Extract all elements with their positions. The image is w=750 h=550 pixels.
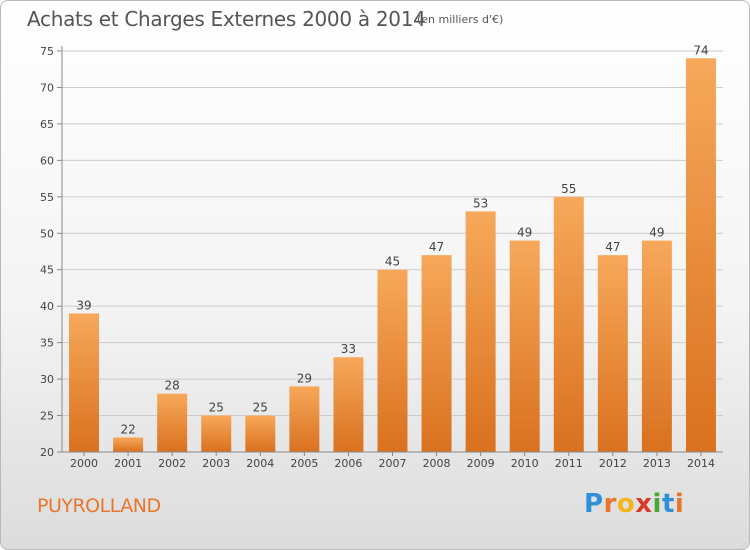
bar-2002 xyxy=(157,393,188,452)
data-label: 28 xyxy=(165,379,180,393)
chart-title: Achats et Charges Externes 2000 à 2014 xyxy=(27,7,426,31)
data-label: 45 xyxy=(385,255,400,269)
bar-2009 xyxy=(465,211,496,452)
x-tick-label: 2000 xyxy=(70,457,98,470)
bars xyxy=(69,58,716,453)
x-tick-label: 2001 xyxy=(114,457,142,470)
data-label: 53 xyxy=(473,196,488,210)
data-label: 33 xyxy=(341,342,356,356)
bar-2006 xyxy=(333,357,364,452)
bar-2004 xyxy=(245,415,276,452)
brand-logo: Proxiti xyxy=(584,489,684,519)
data-label: 55 xyxy=(561,182,576,196)
bar-2010 xyxy=(509,240,540,452)
x-tick-label: 2012 xyxy=(599,457,627,470)
x-tick-label: 2011 xyxy=(555,457,583,470)
data-label: 47 xyxy=(605,240,620,254)
x-tick-label: 2007 xyxy=(379,457,407,470)
brand-letter: i xyxy=(674,489,685,519)
y-tick-label: 60 xyxy=(40,154,54,167)
y-tick-label: 20 xyxy=(40,446,54,459)
data-label: 29 xyxy=(297,371,312,385)
bar-2000 xyxy=(69,313,100,452)
bar-2007 xyxy=(377,269,408,452)
bar-2005 xyxy=(289,386,320,452)
data-label: 47 xyxy=(429,240,444,254)
bar-2008 xyxy=(421,255,452,452)
x-tick-label: 2005 xyxy=(290,457,318,470)
x-tick-label: 2006 xyxy=(334,457,362,470)
x-tick-label: 2009 xyxy=(467,457,495,470)
x-tick-label: 2002 xyxy=(158,457,186,470)
chart-subtitle: (en milliers d'€) xyxy=(417,13,504,26)
y-tick-label: 40 xyxy=(40,300,54,313)
labels: 20 25 30 35 40 45 50 55 60 65 70 75 2000 39 2001 22 2002… xyxy=(40,43,715,470)
x-tick-label: 2008 xyxy=(423,457,451,470)
brand-letter: o xyxy=(616,489,636,519)
data-label: 22 xyxy=(120,422,135,436)
y-tick-label: 50 xyxy=(40,227,54,240)
data-label: 49 xyxy=(649,226,664,240)
y-tick-label: 25 xyxy=(40,410,54,423)
y-tick-label: 55 xyxy=(40,191,54,204)
y-tick-label: 65 xyxy=(40,118,54,131)
place-name: PUYROLLAND xyxy=(37,495,161,517)
bar-2001 xyxy=(113,437,144,452)
brand-letter: t xyxy=(661,489,675,519)
y-tick-label: 30 xyxy=(40,373,54,386)
brand-letter: P xyxy=(584,489,604,519)
x-tick-label: 2014 xyxy=(687,457,715,470)
y-tick-label: 75 xyxy=(40,45,54,58)
data-label: 25 xyxy=(209,401,224,415)
data-label: 39 xyxy=(76,298,91,312)
y-tick-label: 70 xyxy=(40,81,54,94)
bar-2011 xyxy=(553,196,584,452)
data-label: 74 xyxy=(693,43,708,57)
x-tick-label: 2010 xyxy=(511,457,539,470)
bar-2003 xyxy=(201,415,232,452)
y-tick-label: 45 xyxy=(40,264,54,277)
brand-letter: r xyxy=(603,489,617,519)
data-label: 49 xyxy=(517,226,532,240)
data-label: 25 xyxy=(253,401,268,415)
axes xyxy=(57,46,723,456)
x-tick-label: 2013 xyxy=(643,457,671,470)
bar-2013 xyxy=(641,240,672,452)
bar-2012 xyxy=(597,255,628,452)
bar-2014 xyxy=(685,58,716,453)
brand-letter: x xyxy=(635,489,653,519)
y-tick-label: 35 xyxy=(40,337,54,350)
x-tick-label: 2003 xyxy=(202,457,230,470)
x-tick-label: 2004 xyxy=(246,457,274,470)
brand-letter: i xyxy=(652,489,662,519)
